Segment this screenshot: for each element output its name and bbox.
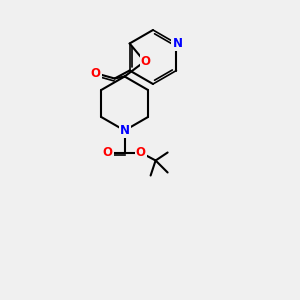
- Text: O: O: [136, 146, 146, 159]
- Text: O: O: [103, 146, 112, 159]
- Text: N: N: [120, 124, 130, 137]
- Text: N: N: [172, 37, 182, 50]
- Text: O: O: [141, 55, 151, 68]
- Text: O: O: [91, 67, 100, 80]
